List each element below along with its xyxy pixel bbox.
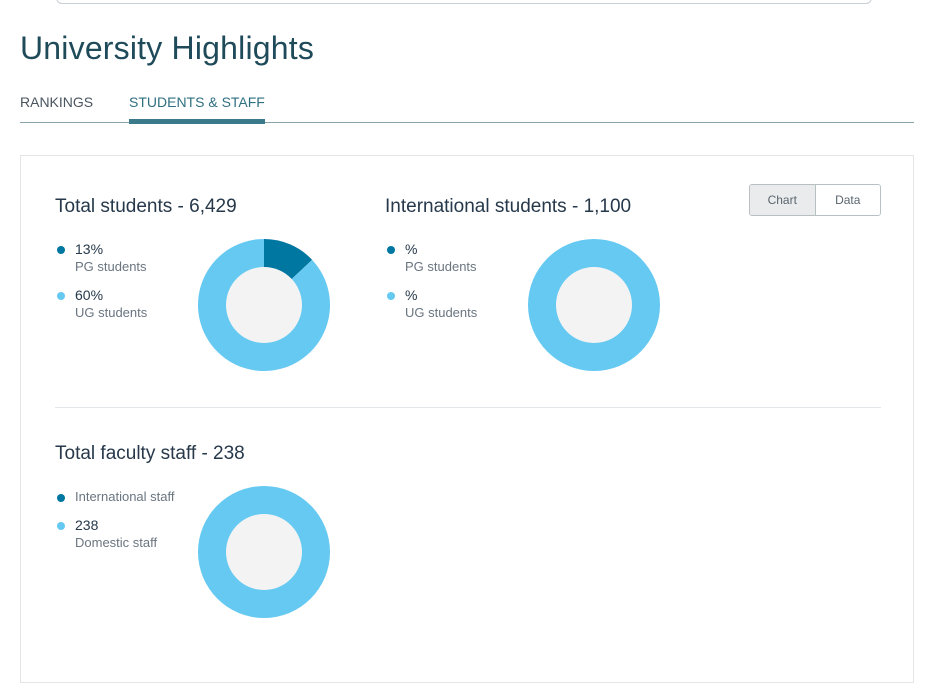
section-divider [55,407,881,408]
total-students-legend: 13% PG students 60% UG students [55,240,147,332]
legend-value: % [405,287,418,303]
chart-data-toggle: Chart Data [749,184,881,216]
highlights-card: Chart Data Total students - 6,429 13% PG… [20,155,914,683]
legend-label: UG students [405,305,478,320]
legend-item-international-staff: International staff [55,488,175,510]
legend-dot [387,246,395,254]
total-students-donut-chart [198,239,330,371]
donut-hole [556,267,632,343]
international-students-title: International students - 1,100 [385,196,632,217]
legend-item-pg-students: % PG students [385,240,477,280]
legend-dot [57,522,65,530]
donut-hole [226,514,302,590]
legend-item-pg-students: 13% PG students [55,240,147,280]
legend-value: 13% [75,241,104,257]
legend-dot [57,494,65,502]
tab-students-staff[interactable]: STUDENTS & STAFF [129,94,265,124]
legend-item-ug-students: % UG students [385,286,477,326]
data-view-button[interactable]: Data [815,185,880,215]
international-students-legend: % PG students % UG students [385,240,477,332]
legend-dot [387,292,395,300]
legend-label: PG students [405,259,477,274]
legend-dot [57,292,65,300]
total-students-title: Total students - 6,429 [55,196,237,217]
legend-value: 238 [75,517,99,533]
legend-item-domestic-staff: 238 Domestic staff [55,516,175,556]
tab-rankings[interactable]: RANKINGS [20,94,94,110]
faculty-staff-donut-chart [198,486,330,618]
chart-view-button[interactable]: Chart [750,185,816,215]
donut-hole [226,267,302,343]
international-students-donut-chart [528,239,660,371]
legend-value: % [405,241,418,257]
legend-dot [57,246,65,254]
search-bar[interactable] [56,0,872,4]
faculty-staff-title: Total faculty staff - 238 [55,443,245,464]
legend-label: Domestic staff [75,535,158,550]
legend-label: PG students [75,259,147,274]
legend-label: UG students [75,305,148,320]
page-title: University Highlights [20,30,315,66]
legend-label: International staff [75,489,175,504]
legend-item-ug-students: 60% UG students [55,286,147,326]
faculty-staff-legend: International staff 238 Domestic staff [55,488,175,562]
legend-value: 60% [75,287,104,303]
tab-bar: RANKINGS STUDENTS & STAFF [20,94,914,124]
